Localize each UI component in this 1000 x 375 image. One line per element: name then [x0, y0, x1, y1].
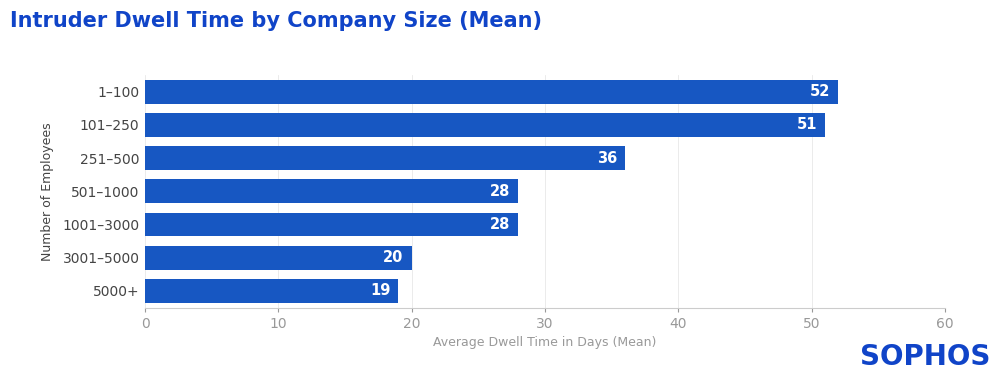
Text: SOPHOS: SOPHOS [860, 343, 990, 371]
Bar [145, 279, 398, 303]
Y-axis label: Number of Employees: Number of Employees [41, 122, 54, 261]
Bar [145, 146, 625, 170]
X-axis label: Average Dwell Time in Days (Mean): Average Dwell Time in Days (Mean) [433, 336, 657, 349]
Text: 28: 28 [490, 184, 510, 199]
Text: 20: 20 [383, 250, 404, 265]
Text: 51: 51 [797, 117, 817, 132]
Text: 36: 36 [597, 150, 617, 165]
Text: 19: 19 [370, 284, 390, 298]
Text: 28: 28 [490, 217, 510, 232]
Bar [145, 80, 838, 104]
Text: 52: 52 [810, 84, 830, 99]
Bar [145, 213, 518, 236]
Text: Intruder Dwell Time by Company Size (Mean): Intruder Dwell Time by Company Size (Mea… [10, 11, 542, 31]
Bar [145, 113, 825, 137]
Bar [145, 179, 518, 203]
Bar [145, 246, 412, 270]
